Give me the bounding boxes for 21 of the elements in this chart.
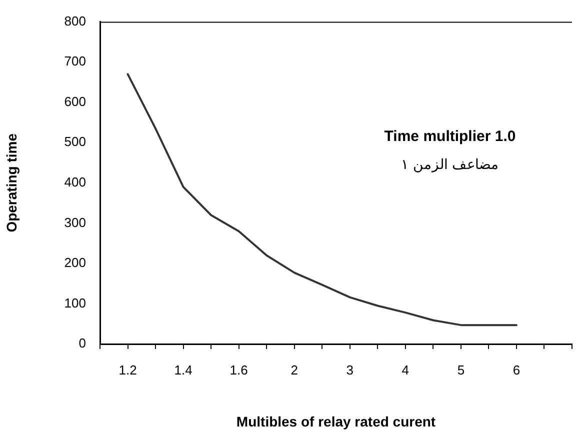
- annotation: Time multiplier 1.0: [383, 128, 517, 145]
- y-tick-label: 100: [64, 295, 86, 310]
- y-axis-title: Operating time: [3, 133, 20, 232]
- y-tick-label: 0: [78, 336, 86, 351]
- x-tick-label: 2: [290, 362, 298, 378]
- y-tick-label: 600: [64, 94, 86, 109]
- y-tick-label: 500: [64, 134, 86, 150]
- y-tick-label: 700: [64, 54, 86, 69]
- x-tick-label: 1.6: [230, 362, 248, 378]
- annotation: مضاعف الزمن ١: [400, 156, 500, 172]
- y-tick-label: 400: [64, 174, 86, 190]
- y-tick-label: 300: [64, 214, 86, 230]
- x-tick-label: 6: [512, 362, 520, 378]
- y-tick-label: 800: [64, 13, 86, 28]
- x-tick-label: 5: [457, 362, 465, 378]
- x-axis-title: Multibles of relay rated curent: [236, 413, 436, 430]
- x-tick-label: 3: [346, 362, 354, 378]
- x-tick-label: 4: [402, 362, 410, 378]
- y-tick-label: 200: [64, 255, 86, 270]
- x-tick-label: 1.4: [174, 362, 192, 378]
- x-tick-label: 1.2: [118, 362, 137, 378]
